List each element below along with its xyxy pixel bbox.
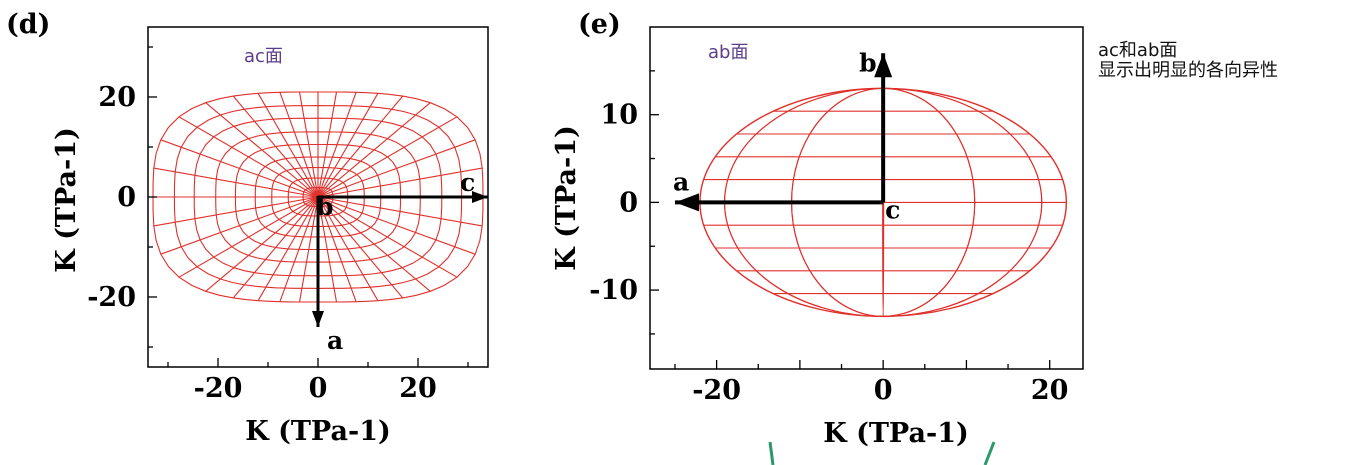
- decorative-stroke-left: [768, 441, 775, 465]
- panel-d-mesh-spoke: [178, 116, 319, 198]
- panel-e-arrowhead-b: [874, 53, 893, 78]
- panel-d-y-ticks: -20 0 20: [87, 46, 157, 348]
- panel-d-mesh-spoke: [153, 196, 319, 227]
- annotation-note: ac和ab面 显示出明显的各向异性: [1098, 41, 1278, 81]
- panel-e-ylabel: K (TPa-1): [551, 125, 582, 271]
- panel-d-mesh-spoke: [317, 196, 379, 301]
- panel-e-y-ticks: -10 0 10: [589, 70, 659, 335]
- annotation-line-2: 显示出明显的各向异性: [1098, 60, 1278, 81]
- panel-d-mesh-spoke: [317, 196, 476, 255]
- panel-d-mesh-spoke: [160, 196, 319, 255]
- panel-e-origin-label: c: [885, 195, 900, 224]
- panel-d-mesh-spoke: [279, 92, 319, 198]
- panel-d-x-ticks: -20 0 20: [167, 358, 469, 404]
- panel-e-y-tick-label: -10: [589, 275, 638, 306]
- panel-d: (d) -20 0 20 -20 0 20 c a b ac面 K (TPa-1) K (T…: [6, 9, 489, 447]
- decorative-stroke-right: [983, 441, 996, 465]
- panel-e-arrow-label-b: b: [859, 48, 876, 77]
- panel-d-mesh-spoke: [317, 196, 338, 303]
- panel-d-x-tick-label: 20: [399, 373, 437, 404]
- panel-d-x-tick-label: -20: [194, 373, 243, 404]
- panel-d-mesh-spoke: [257, 196, 319, 301]
- panel-d-mesh-spoke: [317, 116, 458, 198]
- panel-d-arrow-label-c: c: [460, 168, 475, 197]
- panel-d-mesh-spoke: [317, 167, 483, 198]
- panel-d-mesh-spoke: [317, 139, 476, 198]
- panel-e-xlabel: K (TPa-1): [823, 418, 969, 449]
- panel-d-mesh-spoke: [317, 196, 357, 302]
- panel-d-arrowhead-c: [472, 191, 488, 203]
- panel-e-x-ticks: -20 0 20: [674, 360, 1069, 406]
- panel-e-arrowhead-a: [675, 193, 699, 212]
- panel-e-label: (e): [578, 9, 621, 40]
- panel-e-y-tick-label: 10: [600, 100, 638, 131]
- panel-e-frame: [649, 26, 1084, 370]
- panel-d-label: (d): [6, 9, 50, 40]
- panel-d-ylabel: K (TPa-1): [51, 127, 82, 273]
- panel-d-mesh-spoke: [298, 91, 319, 198]
- panel-d-arrow-label-a: a: [327, 326, 343, 355]
- panel-d-mesh-spoke: [317, 196, 431, 292]
- panel-d-xlabel: K (TPa-1): [245, 416, 391, 447]
- panel-e-arrow-label-a: a: [673, 167, 689, 196]
- panel-d-mesh-spoke: [153, 167, 319, 198]
- panel-d-mesh-spoke: [317, 95, 404, 198]
- annotation-line-1: ac和ab面: [1098, 40, 1178, 61]
- panel-d-mesh-spoke: [279, 196, 319, 302]
- panel-d-y-tick-label: 20: [98, 82, 136, 113]
- panel-e-y-tick-label: 0: [619, 187, 638, 218]
- panel-e-x-tick-label: 20: [1031, 375, 1069, 406]
- panel-d-y-tick-label: 0: [117, 182, 136, 213]
- panel-d-mesh-spoke: [205, 196, 319, 292]
- panel-d-mesh-spoke: [160, 139, 319, 198]
- panel-e-arrows: b a c: [673, 48, 900, 224]
- panel-d-mesh-spoke: [232, 95, 319, 198]
- panel-d-mesh-spoke: [317, 102, 431, 198]
- panel-d-mesh-spoke: [317, 91, 338, 198]
- panel-d-origin-label: b: [316, 192, 333, 221]
- panel-d-arrows: c a b: [312, 168, 488, 355]
- panel-d-arrowhead-a: [312, 311, 324, 327]
- panel-e-plane-label: ab面: [708, 42, 748, 63]
- panel-d-mesh-spoke: [232, 196, 319, 299]
- panel-d-mesh-spoke: [298, 196, 319, 303]
- panel-d-mesh-spoke: [257, 93, 319, 198]
- panel-d-mesh-spoke: [205, 102, 319, 198]
- panel-d-mesh-spoke: [317, 196, 483, 227]
- panel-d-mesh-spoke: [317, 93, 379, 198]
- panel-e-x-tick-label: -20: [692, 375, 741, 406]
- panel-d-mesh-spoke: [317, 196, 404, 299]
- panel-e-x-tick-label: 0: [874, 375, 893, 406]
- panel-d-x-tick-label: 0: [309, 373, 328, 404]
- panel-d-mesh-spoke: [317, 196, 458, 278]
- panel-e: (e) -20 0 20 -10 0 10 b a c ab面 K (TPa-1) K (T…: [551, 9, 1084, 449]
- panel-d-y-tick-label: -20: [87, 282, 136, 313]
- panel-d-mesh-spoke: [317, 92, 357, 198]
- panel-d-plane-label: ac面: [244, 46, 283, 67]
- panel-d-mesh-spoke: [178, 196, 319, 278]
